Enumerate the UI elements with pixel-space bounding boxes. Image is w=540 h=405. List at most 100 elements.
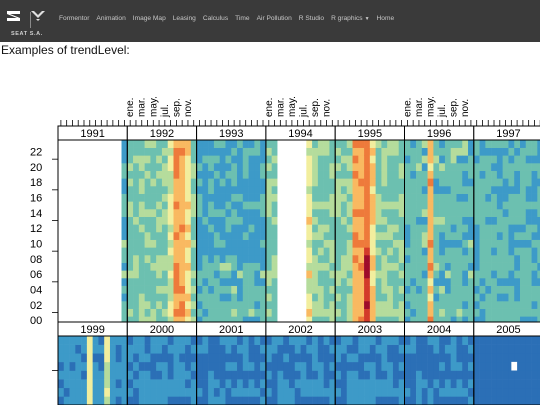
heatmap-cell <box>398 285 405 294</box>
heatmap-cell <box>104 193 111 202</box>
heatmap-cell <box>531 262 538 271</box>
heatmap-cell <box>335 301 342 309</box>
month-label: jul. <box>160 104 171 118</box>
heatmap-cell <box>161 255 169 263</box>
heatmap-cell <box>410 336 417 345</box>
heatmap-cell <box>439 155 446 164</box>
heatmap-cell <box>456 353 463 363</box>
heatmap-cell <box>179 396 186 405</box>
heatmap-cell <box>398 224 405 233</box>
heatmap-cell <box>63 224 70 233</box>
heatmap-cell <box>450 155 457 164</box>
heatmap-cell <box>115 209 122 217</box>
heatmap-cell <box>127 262 134 271</box>
heatmap-cell <box>86 193 93 202</box>
heatmap-cell <box>502 270 509 279</box>
heatmap-cell <box>531 147 538 156</box>
heatmap-cell <box>173 353 180 363</box>
nav-item-home[interactable]: Home <box>376 15 395 22</box>
heatmap-cell <box>520 316 527 325</box>
heatmap-cell <box>433 216 440 225</box>
heatmap-cell <box>410 247 417 256</box>
heatmap-cell <box>133 147 140 156</box>
heatmap-cell <box>208 361 215 371</box>
heatmap-cell <box>156 353 163 363</box>
heatmap-cell <box>219 278 226 286</box>
heatmap-cell <box>208 308 215 317</box>
heatmap-cell <box>317 361 324 371</box>
heatmap-cell <box>358 262 365 271</box>
heatmap-cell <box>323 163 330 171</box>
heatmap-cell <box>271 255 278 263</box>
heatmap-cell <box>381 293 388 302</box>
heatmap-cell <box>63 361 70 371</box>
heatmap-cell <box>109 232 117 240</box>
heatmap-cell <box>248 262 255 271</box>
heatmap-cell <box>514 344 521 354</box>
nav-item-time[interactable]: Time <box>235 15 250 22</box>
heatmap-cell <box>156 308 163 317</box>
heatmap-cell <box>75 293 82 302</box>
heatmap-cell <box>502 216 509 225</box>
heatmap-cell <box>133 344 140 354</box>
nav-item-r-graphics[interactable]: R graphics ▼ <box>331 15 369 22</box>
heatmap-cell <box>242 308 249 317</box>
heatmap-cell <box>375 155 382 164</box>
heatmap-cell <box>375 247 382 256</box>
heatmap-cell <box>283 170 290 179</box>
heatmap-cell <box>410 308 417 317</box>
heatmap-cell <box>340 209 348 217</box>
nav-item-air-pollution[interactable]: Air Pollution <box>256 15 292 22</box>
brand[interactable] <box>6 4 50 40</box>
heatmap-cell <box>514 178 521 187</box>
heatmap-cell <box>508 387 515 397</box>
heatmap-cell <box>179 155 186 164</box>
heatmap-cell <box>161 379 169 389</box>
heatmap-cell <box>208 293 215 302</box>
heatmap-cell <box>248 396 255 405</box>
nav-item-leasing[interactable]: Leasing <box>172 15 196 22</box>
heatmap-cell <box>323 193 330 202</box>
heatmap-cell <box>283 147 290 156</box>
heatmap-cell <box>86 247 93 256</box>
heatmap-cell <box>416 170 423 179</box>
heatmap-cell <box>98 336 105 345</box>
heatmap-cell <box>277 308 284 317</box>
heatmap-cell <box>485 186 492 194</box>
nav-item-image-map[interactable]: Image Map <box>132 15 166 22</box>
heatmap-cell <box>450 163 457 171</box>
heatmap-cell <box>98 308 105 317</box>
heatmap-cell <box>340 170 348 179</box>
heatmap-cell <box>104 247 111 256</box>
heatmap-cell <box>427 247 434 256</box>
heatmap-cell <box>265 344 272 354</box>
heatmap-cell <box>520 170 527 179</box>
heatmap-cell <box>468 262 475 271</box>
heatmap-cell <box>473 308 480 317</box>
heatmap-cell <box>439 379 446 389</box>
heatmap-cell <box>92 209 99 217</box>
nav-item-calculus[interactable]: Calculus <box>202 15 229 22</box>
nav-item-animation[interactable]: Animation <box>96 15 126 22</box>
heatmap-cell <box>300 155 307 164</box>
heatmap-cell <box>473 301 480 309</box>
heatmap-cell <box>231 140 238 148</box>
nav-item-formentor[interactable]: Formentor <box>59 15 90 22</box>
heatmap-cell <box>433 163 440 171</box>
heatmap-cell <box>156 316 163 325</box>
heatmap-cell <box>502 170 509 179</box>
heatmap-cell <box>133 270 140 279</box>
heatmap-cell <box>531 316 538 325</box>
heatmap-cell <box>421 232 428 240</box>
heatmap-cell <box>133 239 140 248</box>
heatmap-cell <box>237 140 244 148</box>
heatmap-cell <box>109 163 117 171</box>
heatmap-cell <box>156 379 163 389</box>
heatmap-cell <box>231 336 238 345</box>
heatmap-cell <box>98 178 105 187</box>
heatmap-cell <box>427 262 434 271</box>
heatmap-cell <box>317 170 324 179</box>
heatmap-cell <box>421 178 428 187</box>
nav-item-r-studio[interactable]: R Studio <box>298 15 325 22</box>
heatmap-cell <box>237 193 244 202</box>
